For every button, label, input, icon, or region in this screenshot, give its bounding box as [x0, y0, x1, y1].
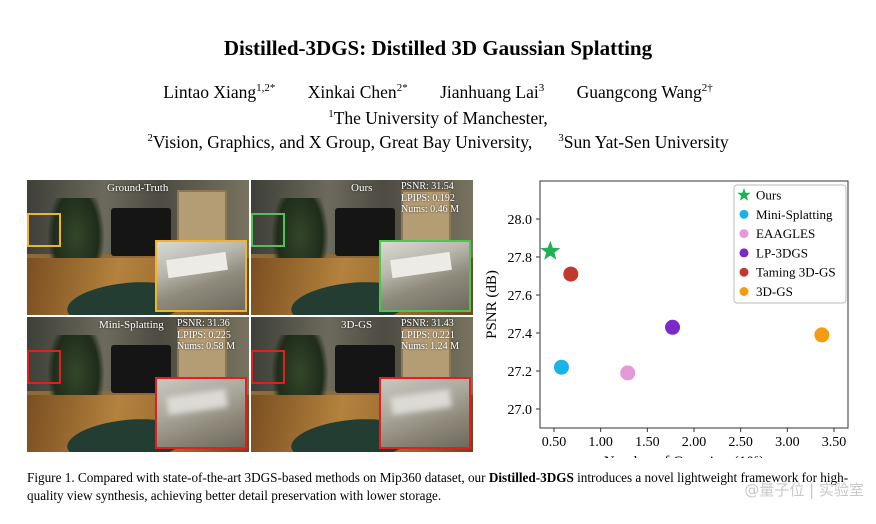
crop-region-box	[27, 350, 61, 384]
figure-caption: Figure 1. Compared with state-of-the-art…	[27, 470, 849, 503]
affiliation-1: 1The University of Manchester,	[328, 108, 548, 128]
legend-eaagles-label: EAAGLES	[756, 226, 815, 241]
panel-label: Mini-Splatting	[99, 319, 164, 331]
legend-mini-splatting-label: Mini-Splatting	[756, 207, 833, 222]
psnr-vs-gaussians-chart: 0.50 1.00 1.50 2.00 2.50 3.00 3.50 27.0 27.2 27.4…	[480, 176, 860, 470]
zoom-inset	[379, 377, 471, 449]
legend-lp-3dgs-label: LP-3DGS	[756, 245, 808, 260]
point-3d-gs	[814, 327, 830, 343]
crop-region-box	[27, 213, 61, 247]
legend-lp-3dgs-marker	[739, 248, 749, 258]
legend-3d-gs-marker	[739, 287, 749, 296]
point-ours	[540, 240, 561, 260]
author-3: Jianhuang Lai3	[440, 82, 545, 102]
legend-taming-3d-gs-label: Taming 3D-GS	[756, 265, 836, 280]
paper-title: Distilled-3DGS: Distilled 3D Gaussian Sp…	[223, 36, 653, 60]
crop-region-box	[251, 213, 285, 247]
x-axis-label: Number of Gaussians(10⁶)	[604, 454, 764, 458]
point-lp-3dgs	[665, 319, 681, 335]
point-eaagles	[620, 365, 636, 381]
x-tick-label: 3.00	[775, 435, 800, 450]
panel-3d-gs: 3D-GS PSNR: 31.43 LPIPS: 0.221 Nums: 1.2…	[251, 317, 473, 452]
legend-eaagles-marker	[739, 229, 749, 239]
chart-svg: 0.50 1.00 1.50 2.00 2.50 3.00 3.50 27.0 27.2 27.4…	[484, 180, 849, 470]
watermark: @量子位 | 实验室	[744, 481, 864, 499]
comparison-image-grid: Ground-Truth Ours PSNR: 31.54 LPIPS: 0.1…	[27, 180, 473, 452]
x-tick-label: 3.50	[822, 435, 847, 450]
legend-3d-gs-label: 3D-GS	[756, 284, 793, 299]
point-taming-3d-gs	[563, 266, 579, 282]
zoom-inset	[155, 240, 247, 312]
panel-label: Ours	[351, 182, 373, 194]
point-mini-splatting	[553, 359, 569, 375]
x-tick-label: 1.00	[588, 435, 613, 450]
chart-legend	[733, 184, 847, 304]
y-axis-label: PSNR (dB)	[484, 270, 500, 339]
x-tick-label: 0.50	[542, 435, 567, 450]
y-tick-label: 27.2	[508, 365, 533, 380]
zoom-inset	[379, 240, 471, 312]
panel-ours: Ours PSNR: 31.54 LPIPS: 0.192 Nums: 0.46…	[251, 180, 473, 315]
author-list: Lintao Xiang1,2* Xinkai Chen2* Jianhuang…	[0, 82, 876, 103]
author-1: Lintao Xiang1,2*	[163, 82, 276, 102]
affiliation-2: 2Vision, Graphics, and X Group, Great Ba…	[147, 132, 533, 152]
affiliation-line-2: 2Vision, Graphics, and X Group, Great Ba…	[0, 132, 876, 153]
panel-metrics: PSNR: 31.54 LPIPS: 0.192 Nums: 0.46 M	[401, 181, 460, 215]
legend-taming-3d-gs-marker	[739, 267, 749, 277]
x-tick-label: 2.00	[682, 435, 707, 450]
y-tick-label: 27.0	[508, 403, 533, 418]
panel-mini-splatting: Mini-Splatting PSNR: 31.36 LPIPS: 0.225 …	[27, 317, 249, 452]
x-tick-label: 2.50	[728, 435, 753, 450]
author-4: Guangcong Wang2†	[576, 82, 713, 102]
panel-label: Ground-Truth	[107, 182, 169, 194]
panel-metrics: PSNR: 31.36 LPIPS: 0.225 Nums: 0.58 M	[177, 318, 236, 352]
legend-ours-star-icon	[737, 188, 751, 201]
panel-metrics: PSNR: 31.43 LPIPS: 0.221 Nums: 1.24 M	[401, 318, 460, 352]
author-2: Xinkai Chen2*	[307, 82, 408, 102]
x-tick-label: 1.50	[635, 435, 660, 450]
legend-mini-splatting-marker	[739, 209, 749, 219]
legend-ours-label: Ours	[756, 188, 781, 203]
y-tick-label: 27.4	[508, 327, 533, 342]
y-tick-label: 28.0	[508, 213, 533, 228]
y-tick-label: 27.6	[508, 289, 533, 304]
affiliation-3: 3Sun Yat-Sen University	[558, 132, 729, 152]
panel-label: 3D-GS	[341, 319, 373, 331]
panel-ground-truth: Ground-Truth	[27, 180, 249, 315]
crop-region-box	[251, 350, 285, 384]
zoom-inset	[155, 377, 247, 449]
y-tick-label: 27.8	[508, 251, 533, 266]
